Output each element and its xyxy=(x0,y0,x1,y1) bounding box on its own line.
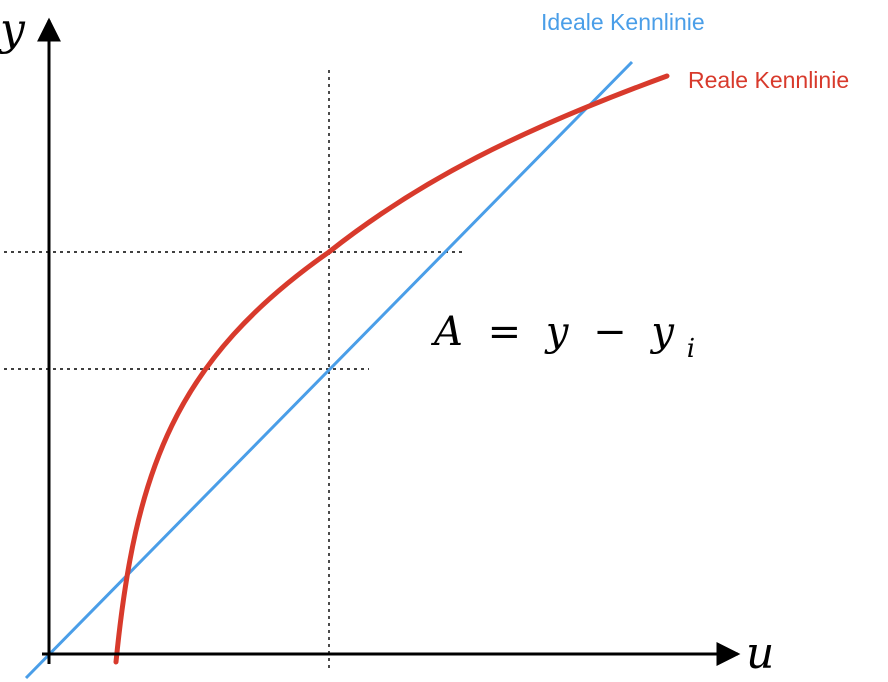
real-curve-label: Reale Kennlinie xyxy=(688,67,849,93)
real-characteristic-curve xyxy=(113,73,670,665)
ideal-curve-label: Ideale Kennlinie xyxy=(541,9,705,35)
deviation-formula: A = y − y i xyxy=(430,309,695,364)
formula-lhs: A xyxy=(430,309,463,355)
formula-yi-subscript: i xyxy=(687,334,695,364)
axes xyxy=(37,17,741,666)
formula-equals: = xyxy=(488,309,522,355)
y-axis-label: y xyxy=(0,4,26,55)
formula-y: y xyxy=(544,309,570,355)
guide-lines xyxy=(4,70,464,672)
formula-yi-base: y xyxy=(649,309,675,355)
x-axis-label: u xyxy=(746,628,774,679)
formula-minus: − xyxy=(593,309,627,355)
